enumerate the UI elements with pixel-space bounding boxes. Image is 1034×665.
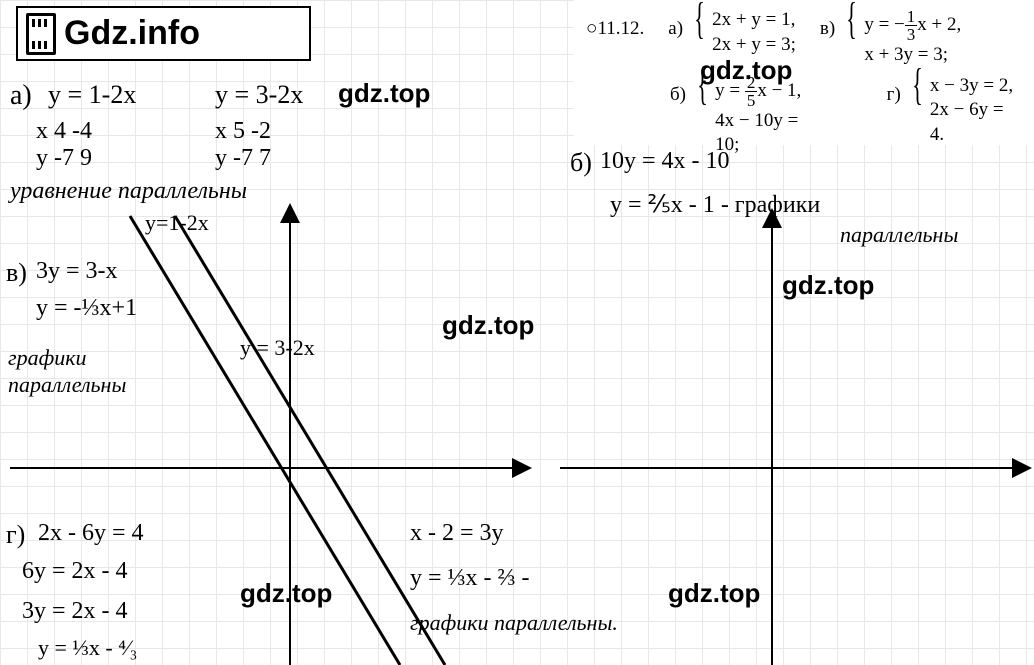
problem-number: ○11.12. [586,18,644,40]
hand-t1x: x 4 -4 [36,118,92,145]
hand-t2x: x 5 -2 [215,118,271,145]
logo-box: Gdz.info [16,6,311,61]
line-label1: y=1-2x [145,210,209,236]
watermark: gdz.top [338,78,430,109]
hand-v-c2: параллельны [8,372,126,398]
problem-panel: ○11.12. а) { 2x + y = 1, 2x + y = 3; в) … [574,0,1034,145]
hand-g-eq3: 3y = 2x - 4 [22,598,128,625]
hand-a-label: а) [10,80,32,112]
watermark: gdz.top [240,578,332,609]
eq-a2: 2x + y = 3; [712,33,796,58]
hand-g-r2: y = ⅓x - ⅔ - [410,565,530,592]
line-label2: y = 3-2x [240,335,315,361]
hand-g-eq1: 2x - 6y = 4 [38,520,144,547]
hand-b-eq2: y = ⅖x - 1 - графики [610,190,820,219]
brace-icon: { [694,8,705,30]
hand-g-eq4: y = ⅓x - ⁴⁄₃ [38,635,137,661]
hand-v-c1: графики [8,345,87,371]
eq-g2: 2x − 6y = 4. [930,98,1022,147]
watermark: gdz.top [700,55,792,86]
problem-a: а) { 2x + y = 1, 2x + y = 3; [668,8,796,57]
watermark: gdz.top [782,270,874,301]
hand-g-r3: графики параллельны. [410,610,618,636]
hand-a-eq1: y = 1-2x [48,80,136,110]
hand-v-eq2: y = -⅓x+1 [36,295,137,322]
watermark: gdz.top [668,578,760,609]
watermark: gdz.top [442,310,534,341]
brace-icon: { [846,8,857,30]
label-b: б) [670,84,686,106]
hand-b-concl: параллельны [840,222,958,248]
logo-text: Gdz.info [64,14,200,53]
problem-v: в) { y = −13x + 2, x + 3y = 3; [820,8,961,68]
hand-a-concl: уравнение параллельны [10,178,247,205]
label-a: а) [668,18,683,40]
problem-b: б) { y = 25x − 1, 4x − 10y = 10; [670,74,827,158]
label-g: г) [887,84,901,106]
eq-v1: y = −13x + 2, [864,8,961,43]
eq-b2: 4x − 10y = 10; [715,109,827,158]
hand-b-label: б) [570,148,592,178]
hand-t1y: y -7 9 [36,145,92,172]
problem-g: г) { x − 3y = 2, 2x − 6y = 4. [887,74,1022,148]
brace-icon: { [912,74,923,96]
hand-g-eq2: 6y = 2x - 4 [22,558,128,585]
hand-a-eq2: y = 3-2x [215,80,303,110]
film-icon [26,13,56,55]
hand-t2y: y -7 7 [215,145,271,172]
hand-g-label: г) [6,520,25,550]
hand-v-eq1: 3y = 3-x [36,258,118,285]
hand-g-r1: x - 2 = 3y [410,520,504,547]
label-v: в) [820,18,835,40]
hand-v-label: в) [6,258,27,288]
eq-g1: x − 3y = 2, [930,74,1022,99]
eq-a1: 2x + y = 1, [712,8,796,33]
